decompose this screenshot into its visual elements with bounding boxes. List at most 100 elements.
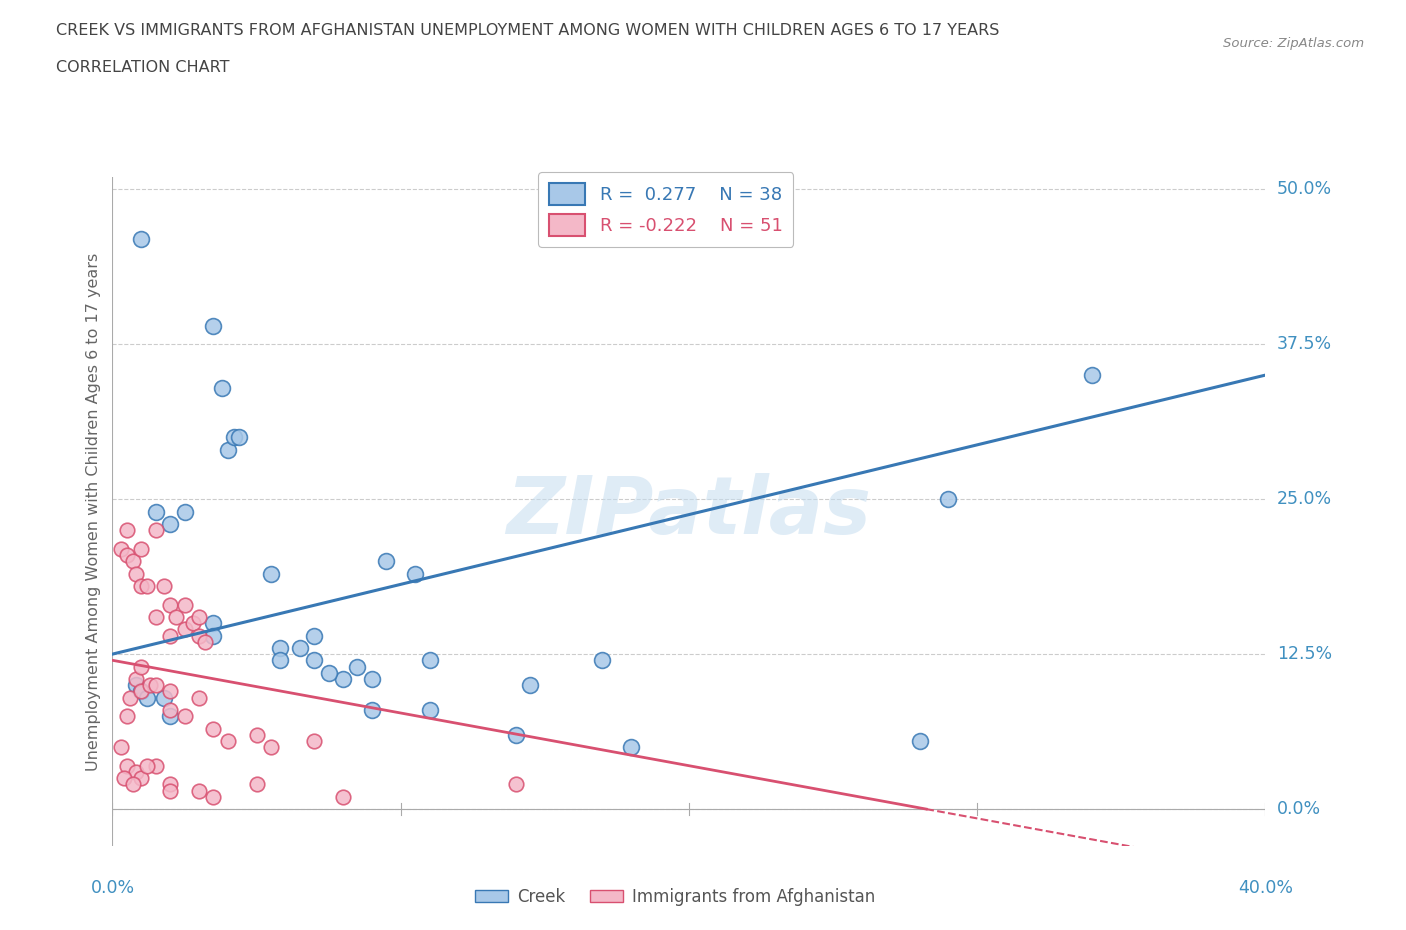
Point xyxy=(153,578,176,593)
Text: Source: ZipAtlas.com: Source: ZipAtlas.com xyxy=(1223,37,1364,50)
Point xyxy=(153,690,176,705)
Point xyxy=(112,771,135,786)
Point xyxy=(181,616,204,631)
Point xyxy=(145,678,167,693)
Point xyxy=(1081,367,1104,382)
Point xyxy=(159,777,181,791)
Point xyxy=(202,790,225,804)
Point xyxy=(115,548,138,563)
Point xyxy=(519,678,541,693)
Point xyxy=(288,641,311,656)
Point xyxy=(332,671,354,686)
Point xyxy=(159,684,181,698)
Text: ZIPatlas: ZIPatlas xyxy=(506,472,872,551)
Point xyxy=(129,684,153,698)
Y-axis label: Unemployment Among Women with Children Ages 6 to 17 years: Unemployment Among Women with Children A… xyxy=(86,252,101,771)
Point xyxy=(202,318,225,333)
Point xyxy=(346,659,368,674)
Point xyxy=(304,734,326,749)
Point xyxy=(110,541,132,556)
Point xyxy=(245,777,267,791)
Point xyxy=(121,777,143,791)
Text: 50.0%: 50.0% xyxy=(1277,180,1331,198)
Text: 37.5%: 37.5% xyxy=(1277,335,1331,353)
Point xyxy=(145,609,167,624)
Text: 12.5%: 12.5% xyxy=(1277,645,1331,663)
Point xyxy=(110,739,132,754)
Point xyxy=(188,628,211,643)
Legend: Creek, Immigrants from Afghanistan: Creek, Immigrants from Afghanistan xyxy=(468,881,882,912)
Point xyxy=(165,609,187,624)
Point xyxy=(217,734,239,749)
Text: 0.0%: 0.0% xyxy=(90,879,135,897)
Point xyxy=(159,628,181,643)
Point xyxy=(419,653,441,668)
Point xyxy=(129,578,153,593)
Point xyxy=(245,727,267,742)
Point xyxy=(129,232,153,246)
Point xyxy=(118,690,141,705)
Point xyxy=(194,634,217,649)
Point xyxy=(202,628,225,643)
Point xyxy=(145,523,167,538)
Point xyxy=(269,641,291,656)
Point xyxy=(505,777,527,791)
Point xyxy=(115,523,138,538)
Text: 40.0%: 40.0% xyxy=(1237,879,1294,897)
Point xyxy=(260,739,283,754)
Point xyxy=(375,553,398,568)
Point xyxy=(145,504,167,519)
Point xyxy=(202,721,225,736)
Text: 0.0%: 0.0% xyxy=(1277,800,1322,818)
Point xyxy=(332,790,354,804)
Point xyxy=(269,653,291,668)
Text: CORRELATION CHART: CORRELATION CHART xyxy=(56,60,229,75)
Point xyxy=(188,690,211,705)
Point xyxy=(159,709,181,724)
Point xyxy=(115,758,138,773)
Point xyxy=(124,678,146,693)
Text: 25.0%: 25.0% xyxy=(1277,490,1331,508)
Point xyxy=(115,709,138,724)
Point xyxy=(222,430,245,445)
Legend: R =  0.277    N = 38, R = -0.222    N = 51: R = 0.277 N = 38, R = -0.222 N = 51 xyxy=(538,172,793,247)
Point xyxy=(260,566,283,581)
Point xyxy=(159,702,181,717)
Point xyxy=(908,734,931,749)
Point xyxy=(202,616,225,631)
Point xyxy=(129,541,153,556)
Point xyxy=(136,578,159,593)
Point xyxy=(217,442,239,457)
Point xyxy=(304,653,326,668)
Point xyxy=(211,380,233,395)
Point xyxy=(318,665,340,680)
Point xyxy=(136,690,159,705)
Point xyxy=(124,566,146,581)
Point xyxy=(129,771,153,786)
Point xyxy=(139,678,162,693)
Point xyxy=(419,702,441,717)
Point xyxy=(404,566,426,581)
Text: CREEK VS IMMIGRANTS FROM AFGHANISTAN UNEMPLOYMENT AMONG WOMEN WITH CHILDREN AGES: CREEK VS IMMIGRANTS FROM AFGHANISTAN UNE… xyxy=(56,23,1000,38)
Point xyxy=(188,609,211,624)
Point xyxy=(360,702,382,717)
Point xyxy=(173,709,195,724)
Point xyxy=(620,739,643,754)
Point xyxy=(173,597,195,612)
Point xyxy=(159,597,181,612)
Point xyxy=(124,764,146,779)
Point xyxy=(159,516,181,531)
Point xyxy=(173,504,195,519)
Point xyxy=(360,671,382,686)
Point xyxy=(124,671,146,686)
Point xyxy=(188,783,211,798)
Point xyxy=(129,684,153,698)
Point xyxy=(121,553,143,568)
Point xyxy=(159,783,181,798)
Point xyxy=(228,430,250,445)
Point xyxy=(936,492,959,507)
Point xyxy=(173,622,195,637)
Point xyxy=(145,758,167,773)
Point xyxy=(136,758,159,773)
Point xyxy=(505,727,527,742)
